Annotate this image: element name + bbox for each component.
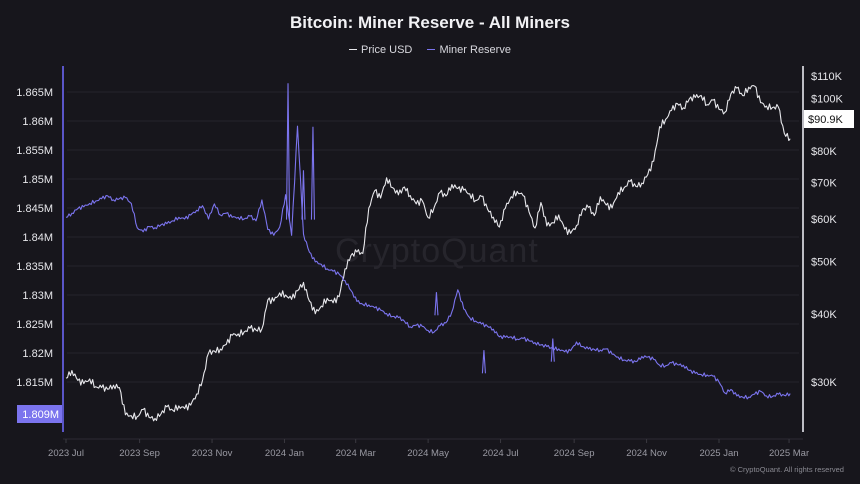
value-badges: 1.809M $90.9K xyxy=(17,110,854,423)
legend-swatch-reserve xyxy=(427,49,436,50)
x-tick-label: 2024 Jul xyxy=(483,448,519,459)
x-tick-label: 2024 Jan xyxy=(265,448,304,459)
legend-label-reserve: Miner Reserve xyxy=(439,43,511,56)
miner-reserve-spike xyxy=(434,292,439,316)
miner-reserve-spike xyxy=(481,350,486,374)
left-tick-label: 1.85M xyxy=(22,174,53,186)
left-tick-label: 1.82M xyxy=(22,348,53,360)
left-tick-label: 1.86M xyxy=(22,116,53,128)
left-current-badge: 1.809M xyxy=(17,405,62,423)
right-tick-label: $50K xyxy=(811,257,837,269)
left-current-badge-bg xyxy=(17,405,62,423)
x-tick-label: 2024 May xyxy=(407,448,449,459)
miner-reserve-spike xyxy=(310,126,316,220)
left-axis: 1.815M 1.82M 1.825M 1.83M 1.835M 1.84M 1.845M 1… xyxy=(16,66,64,432)
left-tick-label: 1.83M xyxy=(22,290,53,302)
right-current-value: $90.9K xyxy=(808,114,844,126)
miner-reserve-line xyxy=(65,125,791,400)
left-tick-label: 1.835M xyxy=(16,261,53,273)
x-tick-label: 2024 Sep xyxy=(554,448,595,459)
left-tick-label: 1.815M xyxy=(16,377,53,389)
x-tick-label: 2023 Jul xyxy=(48,448,84,459)
x-tick-label: 2023 Nov xyxy=(192,448,233,459)
miner-reserve-spike xyxy=(285,83,291,220)
x-tick-label: 2024 Nov xyxy=(626,448,667,459)
right-current-badge: $90.9K xyxy=(804,110,854,128)
left-tick-label: 1.825M xyxy=(16,319,53,331)
x-tick-label: 2023 Sep xyxy=(119,448,160,459)
x-tick-label: 2024 Mar xyxy=(336,448,376,459)
watermark: CryptoQuant xyxy=(335,232,539,270)
gridlines xyxy=(67,91,799,383)
miner-reserve-spike xyxy=(301,170,306,220)
left-current-value: 1.809M xyxy=(22,409,59,421)
legend-label-price: Price USD xyxy=(361,43,413,56)
x-tick-label: 2025 Mar xyxy=(769,448,809,459)
x-axis: 2023 Jul 2023 Sep 2023 Nov 2024 Jan 2024 Mar… xyxy=(48,438,809,459)
right-tick-label: $110K xyxy=(811,71,843,83)
right-axis: $30K $40K $50K $60K $70K $80K $100K $110K xyxy=(802,66,843,432)
left-tick-label: 1.845M xyxy=(16,203,53,215)
legend-item-reserve[interactable]: Miner Reserve xyxy=(427,44,511,56)
right-tick-label: $30K xyxy=(811,377,837,389)
right-tick-label: $70K xyxy=(811,177,837,189)
left-tick-label: 1.84M xyxy=(22,232,53,244)
price-line xyxy=(65,84,791,422)
right-tick-label: $40K xyxy=(811,309,837,321)
series-group xyxy=(65,83,791,422)
legend-swatch-price xyxy=(349,49,358,50)
chart-title: Bitcoin: Miner Reserve - All Miners xyxy=(290,13,570,32)
left-tick-label: 1.865M xyxy=(16,87,53,99)
copyright-text: © CryptoQuant. All rights reserved xyxy=(730,465,844,474)
x-tick-label: 2025 Jan xyxy=(699,448,738,459)
right-tick-label: $80K xyxy=(811,146,837,158)
legend-item-price[interactable]: Price USD xyxy=(349,44,412,56)
left-tick-label: 1.855M xyxy=(16,145,53,157)
right-current-badge-bg xyxy=(804,110,854,128)
chart-legend: Price USD Miner Reserve xyxy=(0,41,860,56)
right-tick-label: $100K xyxy=(811,93,843,105)
miner-reserve-spike xyxy=(550,338,555,362)
right-tick-label: $60K xyxy=(811,214,837,226)
